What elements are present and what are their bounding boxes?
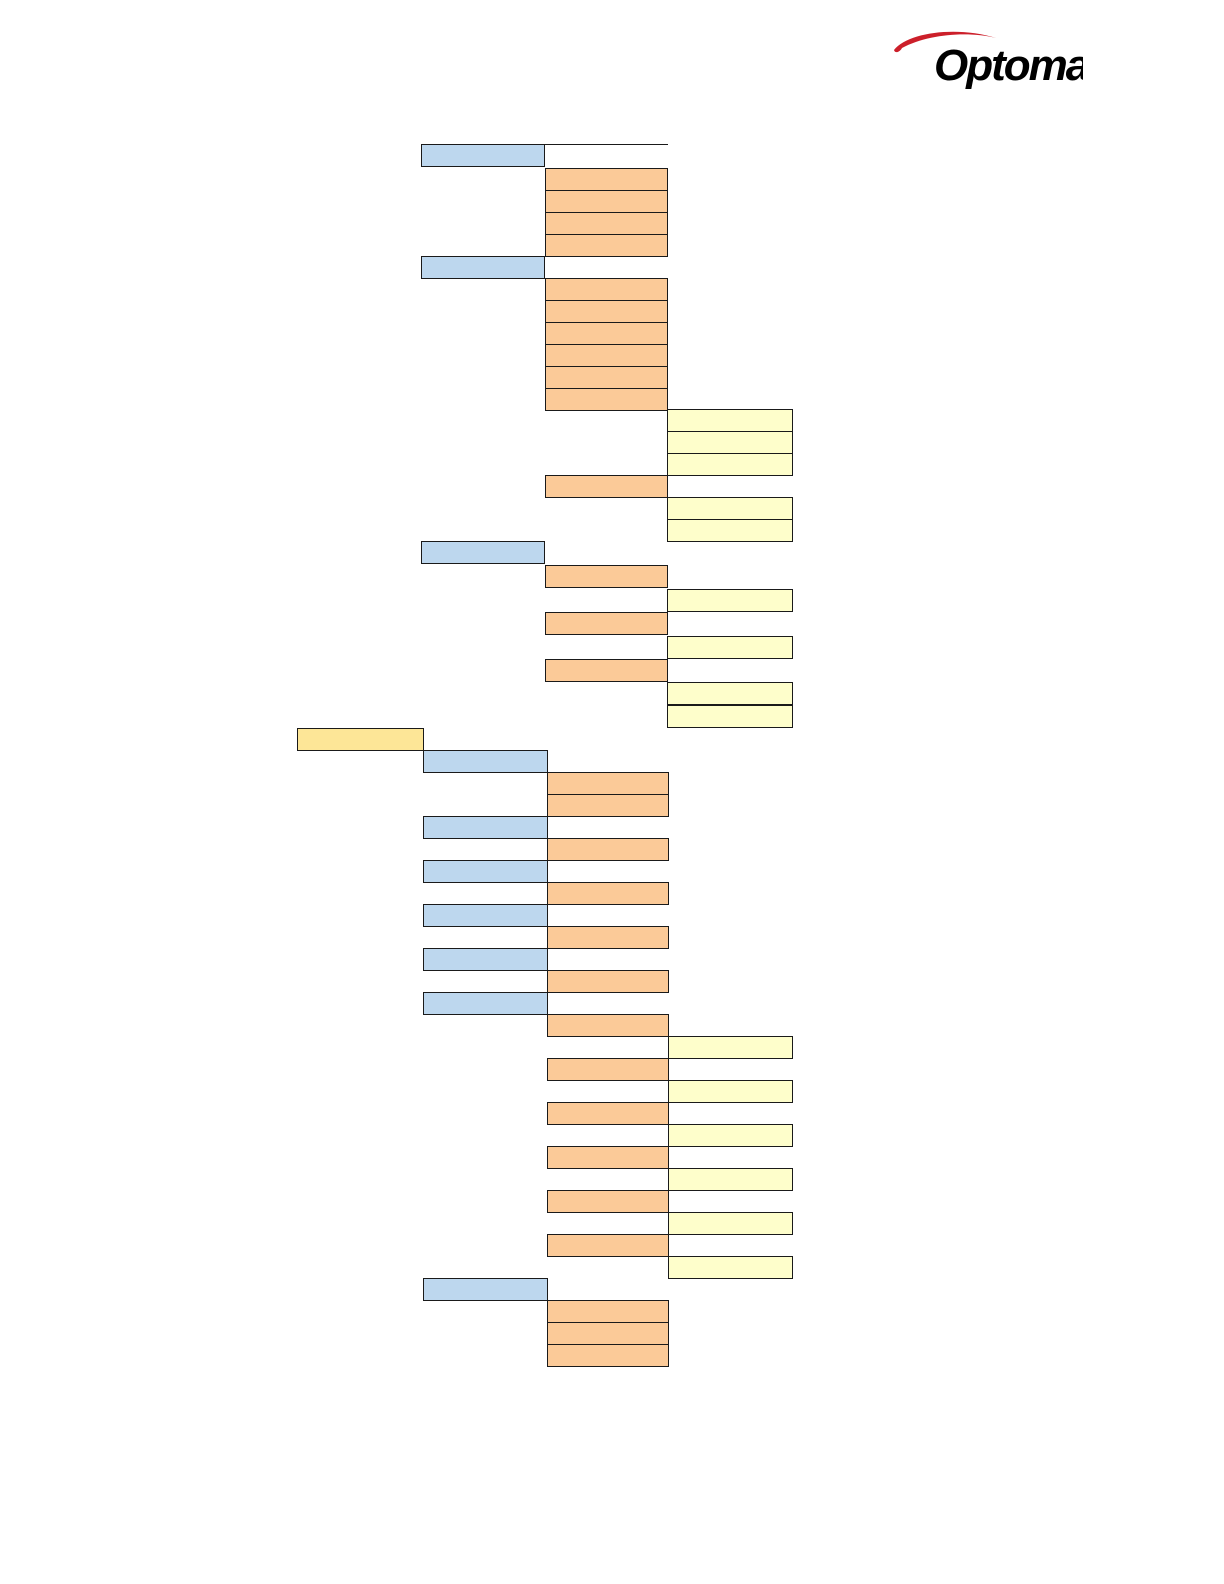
tree-level2-box	[545, 168, 668, 191]
tree-level1-box	[423, 750, 548, 773]
tree-level1-box	[423, 860, 548, 883]
tree-level1-box	[421, 256, 545, 279]
tree-level1-box	[421, 144, 545, 167]
tree-level3-box	[668, 1212, 793, 1235]
logo-swoosh	[894, 31, 996, 53]
tree-level1-box	[423, 904, 548, 927]
tree-level2-box	[547, 970, 669, 993]
tree-level3-box	[667, 497, 793, 520]
tree-level2-box	[545, 475, 668, 498]
tree-level2-box	[545, 388, 668, 411]
tree-level2-box	[545, 190, 668, 213]
tree-level3-box	[668, 1256, 793, 1279]
tree-level1-box	[423, 816, 548, 839]
tree-level1-box	[423, 948, 548, 971]
tree-root-box	[297, 728, 424, 751]
tree-level2-box	[545, 612, 668, 635]
tree-level2-box	[547, 1322, 669, 1345]
tree-header-rule	[545, 144, 668, 145]
tree-level2-box	[547, 838, 669, 861]
tree-level3-box	[667, 705, 793, 728]
logo-wordmark: Optoma	[934, 41, 1083, 90]
tree-level3-box	[667, 682, 793, 705]
tree-level2-box	[547, 1146, 669, 1169]
tree-level2-box	[545, 212, 668, 235]
tree-level2-box	[545, 322, 668, 345]
tree-level2-box	[547, 882, 669, 905]
tree-level2-box	[547, 1190, 669, 1213]
tree-level2-box	[547, 1234, 669, 1257]
tree-level2-box	[545, 278, 668, 301]
tree-level3-box	[667, 431, 793, 454]
tree-level2-box	[547, 1102, 669, 1125]
tree-level1-box	[421, 541, 545, 564]
tree-level3-box	[667, 453, 793, 476]
tree-level3-box	[667, 636, 793, 659]
tree-level2-box	[545, 366, 668, 389]
tree-level3-box	[667, 409, 793, 432]
optoma-logo-graphic: Optoma	[894, 31, 1083, 90]
tree-level3-box	[668, 1168, 793, 1191]
tree-level2-box	[547, 1058, 669, 1081]
optoma-logo: Optoma	[888, 28, 1083, 94]
tree-level2-box	[547, 794, 669, 817]
tree-level2-box	[545, 234, 668, 257]
tree-level2-box	[547, 1300, 669, 1323]
tree-level1-box	[423, 1278, 548, 1301]
tree-level3-box	[668, 1080, 793, 1103]
tree-level2-box	[545, 300, 668, 323]
tree-level2-box	[547, 1344, 669, 1367]
tree-level2-box	[547, 1014, 669, 1037]
tree-level3-box	[668, 1036, 793, 1059]
tree-level2-box	[547, 926, 669, 949]
tree-level3-box	[667, 519, 793, 542]
tree-level2-box	[545, 565, 668, 588]
tree-level3-box	[667, 589, 793, 612]
tree-level2-box	[545, 344, 668, 367]
tree-level1-box	[423, 992, 548, 1015]
tree-level3-box	[668, 1124, 793, 1147]
tree-level2-box	[547, 772, 669, 795]
tree-level2-box	[545, 659, 668, 682]
